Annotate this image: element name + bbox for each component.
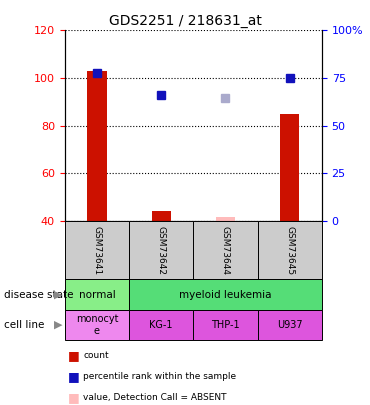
Bar: [87, 71, 107, 221]
Text: GSM73644: GSM73644: [221, 226, 230, 275]
Text: value, Detection Call = ABSENT: value, Detection Call = ABSENT: [83, 393, 227, 402]
Bar: [152, 211, 171, 221]
Text: normal: normal: [78, 290, 115, 300]
Text: ▶: ▶: [54, 290, 63, 300]
Text: THP-1: THP-1: [211, 320, 240, 330]
Text: ■: ■: [68, 370, 80, 383]
Bar: [216, 217, 235, 221]
Bar: [280, 114, 299, 221]
Text: monocyt
e: monocyt e: [75, 314, 118, 336]
Text: ▶: ▶: [54, 320, 63, 330]
Text: cell line: cell line: [4, 320, 44, 330]
Text: U937: U937: [277, 320, 303, 330]
Text: GSM73642: GSM73642: [157, 226, 166, 275]
Text: ■: ■: [68, 349, 80, 362]
Text: GSM73641: GSM73641: [92, 226, 101, 275]
Text: myeloid leukemia: myeloid leukemia: [179, 290, 272, 300]
Text: GDS2251 / 218631_at: GDS2251 / 218631_at: [108, 14, 262, 28]
Text: GSM73645: GSM73645: [285, 226, 294, 275]
Text: KG-1: KG-1: [149, 320, 173, 330]
Text: disease state: disease state: [4, 290, 73, 300]
Text: ■: ■: [68, 391, 80, 404]
Text: count: count: [83, 351, 109, 360]
Text: percentile rank within the sample: percentile rank within the sample: [83, 372, 236, 381]
